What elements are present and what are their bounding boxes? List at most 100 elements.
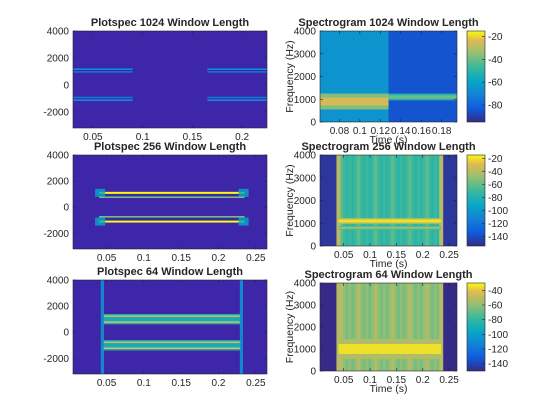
noise-column bbox=[339, 155, 343, 246]
spectral-band bbox=[102, 347, 241, 349]
x-axis-label: Time (s) bbox=[369, 383, 407, 395]
noise-column bbox=[408, 155, 412, 246]
colorbar bbox=[466, 30, 486, 123]
spectral-band-halo bbox=[102, 313, 241, 325]
colorbar-tick-label: -140 bbox=[488, 232, 508, 243]
y-tick-label: 2000 bbox=[47, 177, 70, 188]
onset-edge bbox=[336, 155, 341, 246]
chart-panel-plotspec-64: 0.05 0.1 0.15 0.2 0.25 4000 2000 0 -2000 Plotspec… bbox=[43, 266, 268, 389]
x-tick-label: 0.1 bbox=[353, 126, 367, 137]
x-tick-label: 0.1 bbox=[363, 250, 377, 261]
colorbar-tick-label: -140 bbox=[488, 359, 508, 370]
plot-area bbox=[320, 31, 457, 122]
noise-column bbox=[356, 155, 360, 246]
y-tick-label: 4000 bbox=[294, 27, 317, 38]
x-tick-label: 0.18 bbox=[432, 126, 452, 137]
signal-region bbox=[338, 155, 442, 246]
chart-title: Plotspec 256 Window Length bbox=[94, 141, 246, 153]
y-tick-label: 4000 bbox=[47, 151, 70, 162]
y-tick-label: 2000 bbox=[294, 323, 317, 334]
x-tick-label: 0.25 bbox=[439, 375, 459, 386]
spectral-band bbox=[388, 95, 457, 99]
y-tick-label: 0 bbox=[63, 80, 69, 91]
x-tick-label: 0.16 bbox=[411, 126, 431, 137]
spectral-band bbox=[338, 219, 442, 223]
noise-column bbox=[425, 283, 429, 371]
y-tick-label: 2000 bbox=[294, 196, 317, 207]
colorbar bbox=[466, 282, 486, 372]
y-tick-label: 1000 bbox=[294, 345, 317, 356]
y-tick-label: 2000 bbox=[47, 302, 70, 313]
band-offset bbox=[238, 217, 249, 226]
x-tick-label: 0.2 bbox=[212, 378, 226, 389]
x-tick-label: 0.1 bbox=[136, 132, 150, 143]
plot-background bbox=[73, 280, 267, 374]
noise-column bbox=[436, 155, 440, 246]
noise-column bbox=[402, 283, 406, 371]
noise-column bbox=[425, 155, 429, 246]
y-tick-label: 4000 bbox=[47, 276, 70, 287]
noise-column bbox=[414, 283, 418, 371]
colorbar-tick-label: -60 bbox=[488, 301, 503, 312]
chart-title: Plotspec 64 Window Length bbox=[97, 266, 243, 278]
noise-column bbox=[402, 155, 406, 246]
band-offset bbox=[238, 188, 249, 197]
x-tick-label: 0.1 bbox=[137, 253, 151, 264]
colorbar-tick-label: -20 bbox=[488, 154, 503, 165]
noise-column bbox=[374, 155, 378, 246]
noise-column bbox=[345, 155, 349, 246]
x-tick-label: 0.25 bbox=[246, 253, 266, 264]
y-tick-label: 2000 bbox=[294, 72, 317, 83]
colorbar-tick-label: -80 bbox=[488, 100, 503, 111]
y-tick-label: 0 bbox=[310, 367, 316, 378]
x-tick-label: 0.05 bbox=[334, 375, 354, 386]
x-tick-label: 0.15 bbox=[387, 250, 407, 261]
x-tick-label: 0.05 bbox=[97, 253, 117, 264]
colorbar-tick-label: -120 bbox=[488, 345, 508, 356]
x-tick-label: 0.25 bbox=[246, 378, 266, 389]
transient-edge bbox=[239, 280, 243, 374]
spectral-band bbox=[99, 196, 245, 199]
x-axis-label: Time (s) bbox=[369, 258, 407, 270]
plot-area bbox=[73, 31, 267, 128]
noise-column bbox=[419, 283, 423, 371]
y-tick-label: -2000 bbox=[43, 229, 69, 240]
y-axis-label: Frequency (Hz) bbox=[284, 40, 296, 112]
spectral-band bbox=[73, 96, 133, 99]
spectral-band bbox=[99, 191, 245, 194]
spectral-band bbox=[102, 315, 241, 317]
y-tick-label: 3000 bbox=[294, 173, 317, 184]
band-onset bbox=[95, 217, 106, 226]
noise-column bbox=[391, 283, 395, 371]
colorbar-tick-label: -20 bbox=[488, 32, 503, 43]
chart-panel-spectrogram-1024: 0.08 0.1 0.12 0.14 0.16 0.18 4000 3000 2000 1000 0… bbox=[284, 17, 503, 146]
x-tick-label: 0.12 bbox=[371, 126, 391, 137]
noise-column bbox=[362, 283, 366, 371]
spectrogram-background bbox=[388, 31, 457, 122]
offset-edge bbox=[439, 155, 444, 246]
chart-title: Spectrogram 64 Window Length bbox=[305, 269, 473, 281]
x-tick-label: 0.15 bbox=[171, 253, 191, 264]
spectral-band bbox=[73, 71, 133, 73]
y-tick-label: 4000 bbox=[47, 27, 70, 38]
x-tick-label: 0.05 bbox=[97, 378, 117, 389]
colorbar-tick-label: -40 bbox=[488, 286, 503, 297]
x-tick-label: 0.1 bbox=[363, 375, 377, 386]
axes-frame bbox=[72, 30, 268, 129]
band-onset bbox=[95, 188, 106, 197]
y-tick-label: 3000 bbox=[294, 301, 317, 312]
x-tick-label: 0.25 bbox=[439, 250, 459, 261]
colorbar-tick-label: -40 bbox=[488, 167, 503, 178]
noise-column bbox=[368, 155, 372, 246]
chart-title: Spectrogram 256 Window Length bbox=[301, 141, 475, 153]
noise-column bbox=[339, 283, 343, 371]
chart-panel-plotspec-256: 0.05 0.1 0.15 0.2 0.25 4000 2000 0 -2000 Plotspec… bbox=[43, 141, 268, 264]
x-tick-label: 0.2 bbox=[416, 375, 430, 386]
spectral-band bbox=[99, 216, 245, 218]
noise-column bbox=[374, 283, 378, 371]
noise-column bbox=[368, 283, 372, 371]
y-axis-label: Frequency (Hz) bbox=[284, 291, 296, 363]
plot-background bbox=[73, 155, 267, 249]
y-tick-label: -2000 bbox=[43, 107, 69, 118]
noise-column bbox=[385, 155, 389, 246]
